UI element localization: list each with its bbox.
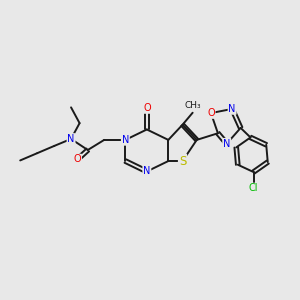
Text: N: N — [143, 167, 151, 176]
Text: N: N — [223, 139, 230, 149]
Text: O: O — [207, 108, 215, 118]
Text: O: O — [74, 154, 81, 164]
Text: S: S — [179, 154, 186, 168]
Text: O: O — [143, 103, 151, 113]
Text: N: N — [122, 135, 129, 145]
Text: CH₃: CH₃ — [185, 100, 202, 109]
Text: N: N — [68, 134, 75, 144]
Text: Cl: Cl — [249, 184, 258, 194]
Text: N: N — [228, 104, 236, 114]
